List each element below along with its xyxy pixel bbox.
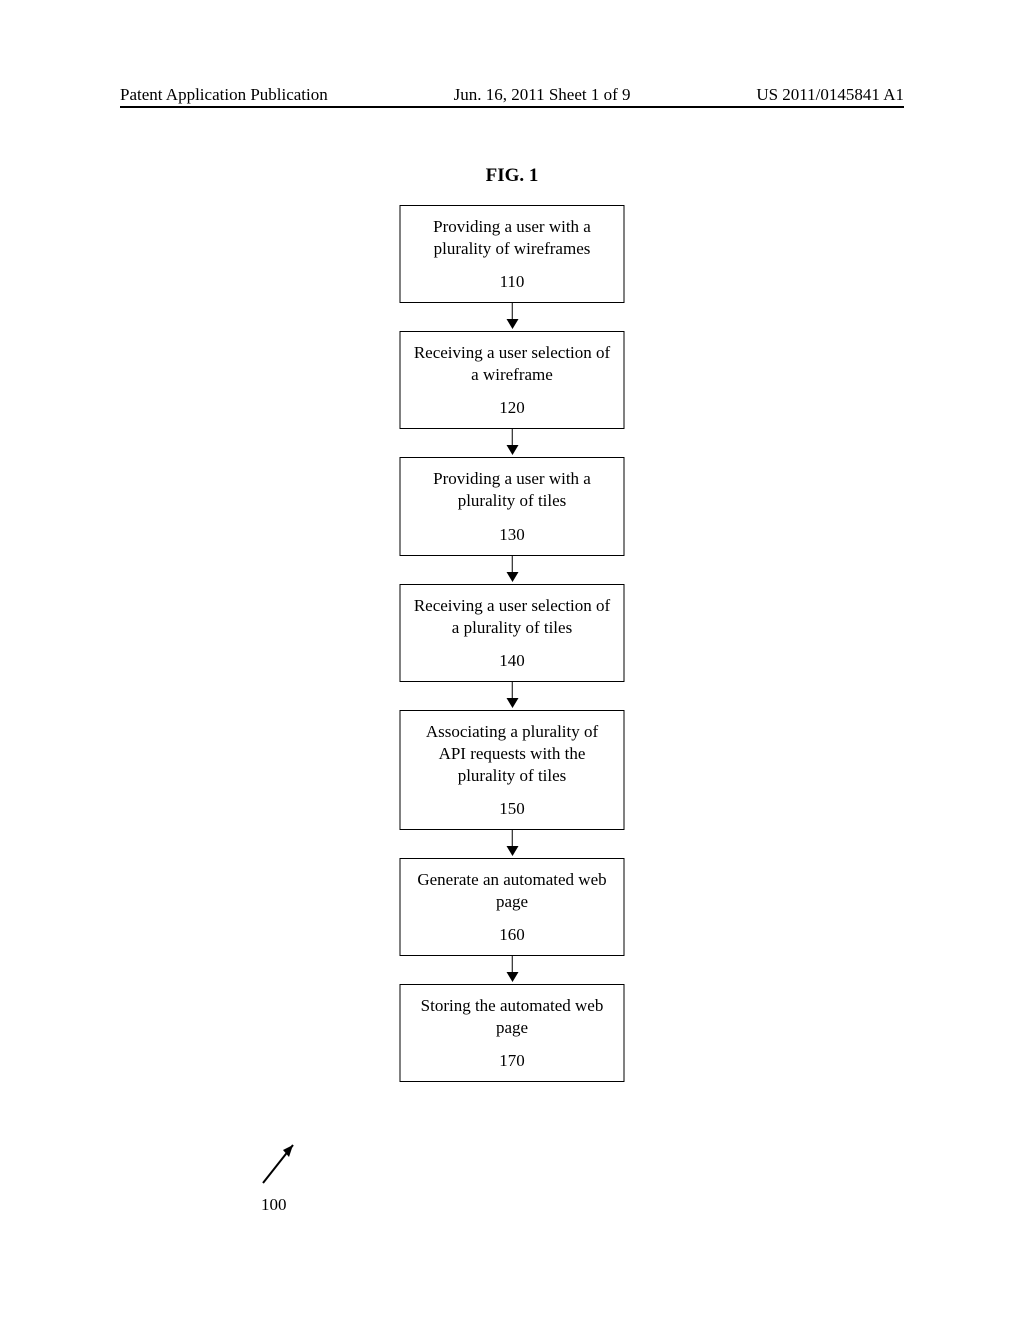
node-text: Associating a plurality of API requests …: [413, 721, 612, 787]
header-rule: [120, 106, 904, 108]
flow-arrow: [511, 682, 513, 710]
header-publication: Patent Application Publication: [120, 85, 328, 105]
flowchart: Providing a user with a plurality of wir…: [400, 205, 625, 1082]
node-text: Providing a user with a plurality of til…: [413, 468, 612, 512]
flow-node-160: Generate an automated web page 160: [400, 858, 625, 956]
node-number: 140: [413, 651, 612, 671]
flow-node-120: Receiving a user selection of a wirefram…: [400, 331, 625, 429]
flow-arrow: [511, 429, 513, 457]
node-number: 150: [413, 799, 612, 819]
node-number: 120: [413, 398, 612, 418]
node-text: Receiving a user selection of a wirefram…: [413, 342, 612, 386]
flow-node-170: Storing the automated web page 170: [400, 984, 625, 1082]
flow-arrow: [511, 556, 513, 584]
flow-node-110: Providing a user with a plurality of wir…: [400, 205, 625, 303]
header-pub-number: US 2011/0145841 A1: [756, 85, 904, 105]
node-number: 160: [413, 925, 612, 945]
figure-reference: 100: [247, 1135, 327, 1225]
reference-arrow-icon: [255, 1135, 305, 1190]
node-text: Providing a user with a plurality of wir…: [413, 216, 612, 260]
node-number: 130: [413, 525, 612, 545]
flow-node-140: Receiving a user selection of a pluralit…: [400, 584, 625, 682]
reference-number: 100: [261, 1195, 287, 1215]
flow-arrow: [511, 956, 513, 984]
node-text: Receiving a user selection of a pluralit…: [413, 595, 612, 639]
header-date-sheet: Jun. 16, 2011 Sheet 1 of 9: [454, 85, 631, 105]
figure-title: FIG. 1: [486, 165, 539, 187]
node-text: Generate an automated web page: [413, 869, 612, 913]
flow-arrow: [511, 303, 513, 331]
patent-header: Patent Application Publication Jun. 16, …: [0, 85, 1024, 105]
node-number: 170: [413, 1051, 612, 1071]
node-number: 110: [413, 272, 612, 292]
flow-arrow: [511, 830, 513, 858]
flow-node-150: Associating a plurality of API requests …: [400, 710, 625, 830]
node-text: Storing the automated web page: [413, 995, 612, 1039]
flow-node-130: Providing a user with a plurality of til…: [400, 457, 625, 555]
